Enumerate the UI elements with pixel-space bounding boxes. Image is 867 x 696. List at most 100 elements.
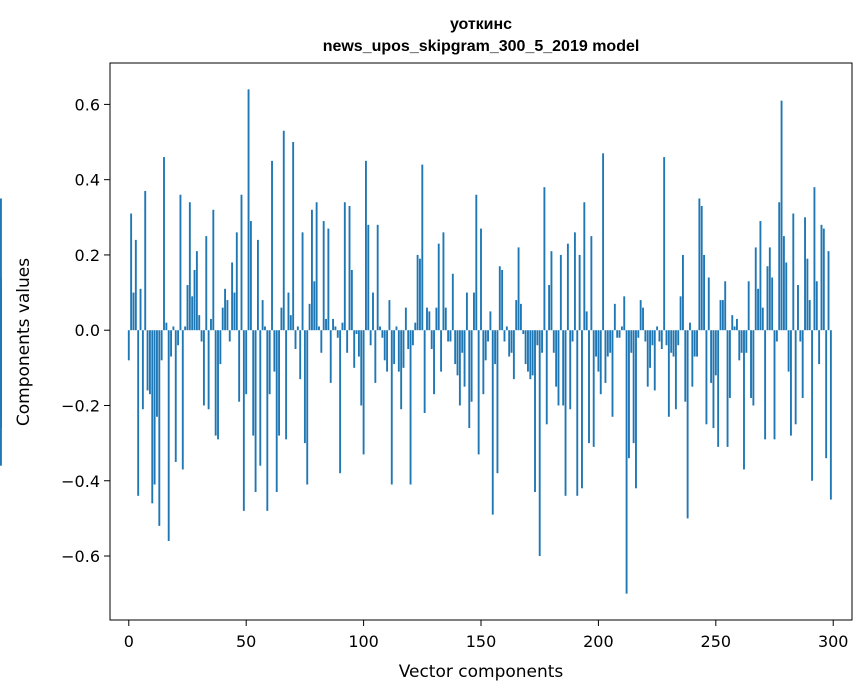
bar-component-18 bbox=[170, 330, 172, 357]
bar-component-265 bbox=[750, 330, 752, 398]
bar-component-28 bbox=[193, 269, 196, 331]
bar-component-44 bbox=[231, 262, 234, 331]
bar-component-150 bbox=[480, 228, 482, 331]
bar-component-249 bbox=[712, 330, 715, 429]
bar-component-126 bbox=[423, 330, 426, 414]
bar-component-24 bbox=[184, 326, 187, 331]
bar-component-32 bbox=[202, 330, 205, 406]
bar-component-84 bbox=[325, 318, 327, 331]
bar-component-132 bbox=[437, 243, 440, 331]
bar-component-166 bbox=[517, 247, 520, 331]
bar-component-276 bbox=[775, 330, 778, 342]
bar-component-202 bbox=[602, 153, 605, 331]
bar-component-105 bbox=[374, 330, 377, 383]
bar-component-185 bbox=[562, 330, 565, 406]
bar-component-245 bbox=[703, 254, 706, 331]
bar-component-134 bbox=[442, 232, 445, 331]
bar-component-275 bbox=[773, 330, 776, 440]
bar-component-261 bbox=[740, 330, 743, 353]
bar-component-136 bbox=[447, 330, 450, 342]
bar-component-241 bbox=[693, 330, 696, 357]
bar-component-33 bbox=[205, 236, 208, 331]
bar-component-146 bbox=[470, 330, 473, 402]
bar-component-264 bbox=[747, 281, 750, 331]
bar-component-102 bbox=[367, 224, 370, 331]
bar-component-115 bbox=[397, 330, 400, 372]
bar-component-6 bbox=[141, 330, 144, 410]
bar-component-191 bbox=[576, 330, 579, 496]
bar-component-183 bbox=[557, 330, 560, 406]
bar-component-218 bbox=[639, 300, 642, 331]
bar-component-195 bbox=[585, 311, 588, 331]
bar-component-117 bbox=[402, 330, 405, 368]
bar-component-12 bbox=[156, 330, 158, 417]
bar-component-184 bbox=[559, 254, 562, 331]
bar-component-138 bbox=[451, 273, 454, 331]
bar-component-220 bbox=[644, 330, 647, 342]
bar-component-95 bbox=[350, 269, 353, 331]
bar-component-167 bbox=[519, 303, 522, 331]
bar-component-53 bbox=[252, 330, 255, 436]
bar-component-176 bbox=[541, 330, 543, 353]
bar-component-281 bbox=[787, 330, 790, 372]
bar-component-204 bbox=[606, 330, 609, 357]
bar-component-217 bbox=[637, 330, 640, 338]
bar-component-48 bbox=[240, 194, 243, 331]
x-tick-label: 250 bbox=[701, 632, 732, 651]
bar-component-268 bbox=[757, 288, 760, 331]
bar-component-77 bbox=[308, 303, 311, 331]
bar-component-235 bbox=[679, 296, 682, 331]
bar-component-171 bbox=[529, 330, 532, 380]
bar-component-27 bbox=[191, 296, 194, 331]
bar-component-133 bbox=[440, 330, 443, 372]
bar-component-182 bbox=[555, 330, 558, 387]
bar-component-106 bbox=[376, 224, 379, 331]
bar-component-291 bbox=[811, 330, 814, 481]
bar-component-119 bbox=[407, 330, 410, 350]
bar-component-210 bbox=[620, 326, 623, 331]
bar-component-216 bbox=[635, 330, 637, 489]
bar-component-40 bbox=[221, 307, 224, 331]
bar-component-211 bbox=[623, 296, 626, 331]
bar-component-17 bbox=[167, 330, 170, 541]
bar-component-178 bbox=[545, 330, 548, 425]
y-axis-ticks: −0.6 −0.4 −0.2 0.0 0.2 0.4 0.6 bbox=[61, 95, 110, 566]
bar-component-96 bbox=[353, 330, 356, 368]
bar-component-80 bbox=[315, 202, 318, 331]
bar-component-16 bbox=[165, 322, 168, 331]
bar-component-58 bbox=[264, 326, 266, 331]
bar-component-23 bbox=[181, 330, 184, 470]
bar-component-273 bbox=[768, 247, 771, 331]
bar-component-160 bbox=[503, 330, 506, 342]
bar-component-74 bbox=[301, 232, 304, 331]
bar-component-227 bbox=[660, 330, 663, 350]
y-tick-label: 0.2 bbox=[75, 246, 100, 265]
bar-component-15 bbox=[163, 157, 165, 331]
bar-component-21 bbox=[177, 330, 180, 346]
bar-component-205 bbox=[609, 330, 612, 353]
bar-component-2 bbox=[132, 292, 135, 331]
x-axis-ticks: 0 50 100 150 200 250 300 bbox=[124, 620, 848, 651]
bar-component-62 bbox=[273, 330, 276, 372]
bar-component-89 bbox=[336, 330, 339, 338]
bar-component-3 bbox=[134, 239, 137, 331]
bar-component-49 bbox=[242, 330, 245, 511]
bar-component-196 bbox=[588, 330, 590, 444]
bar-component-168 bbox=[522, 330, 525, 334]
bar-component-270 bbox=[761, 307, 764, 331]
bar-component-54 bbox=[254, 330, 257, 493]
bar-component-149 bbox=[477, 330, 480, 455]
bar-component-70 bbox=[292, 142, 295, 331]
bar-component-277 bbox=[778, 202, 781, 331]
bar-component-228 bbox=[663, 157, 666, 331]
bar-component-88 bbox=[334, 326, 337, 331]
bar-component-120 bbox=[409, 330, 412, 485]
bar-component-142 bbox=[461, 330, 464, 353]
bar-component-55 bbox=[256, 239, 259, 331]
bar-component-9 bbox=[148, 330, 151, 395]
bar-component-98 bbox=[357, 330, 360, 357]
bar-component-129 bbox=[430, 330, 433, 350]
bar-component-224 bbox=[653, 330, 656, 391]
bar-component-1 bbox=[130, 213, 133, 331]
